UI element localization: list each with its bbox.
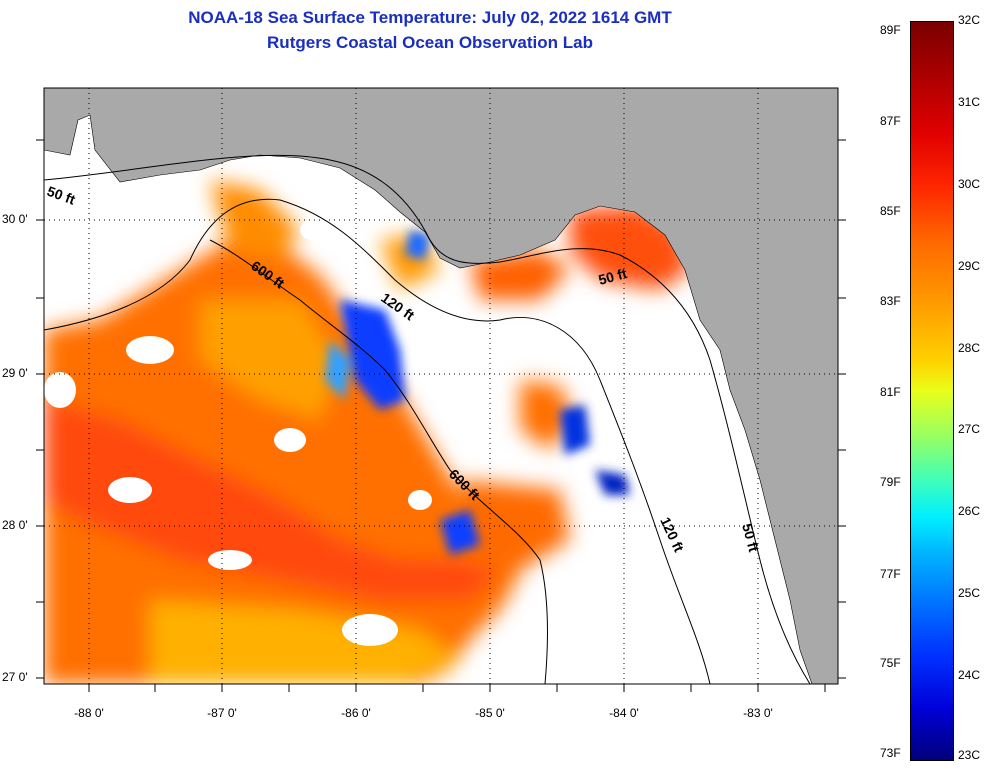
colorbar-f-label: 79F	[880, 475, 901, 489]
lat-tick-label: 28 0'	[2, 518, 28, 532]
colorbar-c-label: 30C	[958, 177, 981, 191]
cloud-gaps	[44, 218, 432, 646]
temperature-colorbar	[910, 21, 954, 761]
colorbar-f-label: 87F	[880, 114, 901, 128]
lat-tick-label: 29 0'	[2, 366, 28, 380]
colorbar-f-label: 75F	[880, 656, 901, 670]
contour-label: 50 ft	[597, 265, 629, 288]
colorbar-c-label: 23C	[958, 748, 981, 762]
lat-tick-label: 27 0'	[2, 670, 28, 684]
colorbar-f-label: 77F	[880, 567, 901, 581]
lon-tick-label: -86 0'	[341, 706, 371, 720]
lon-tick-label: -85 0'	[475, 706, 505, 720]
title-line-1: NOAA-18 Sea Surface Temperature: July 02…	[188, 8, 672, 27]
land	[44, 88, 838, 684]
colorbar-c-label: 27C	[958, 422, 981, 436]
lon-tick-label: -84 0'	[609, 706, 639, 720]
colorbar-c-label: 24C	[958, 668, 981, 682]
colorbar-f-label: 73F	[880, 746, 901, 760]
colorbar-c-label: 31C	[958, 95, 981, 109]
colorbar-f-label: 89F	[880, 23, 901, 37]
map-frame	[43, 87, 839, 685]
colorbar-c-label: 32C	[958, 13, 981, 27]
lon-tick-label: -83 0'	[743, 706, 773, 720]
colorbar-c-label: 26C	[958, 504, 981, 518]
colorbar-c-label: 29C	[958, 259, 981, 273]
colorbar-f-label: 85F	[880, 204, 901, 218]
title-line-2: Rutgers Coastal Ocean Observation Lab	[267, 33, 593, 52]
tick-marks	[36, 139, 846, 692]
depth-contours	[44, 154, 811, 684]
colorbar-c-label: 28C	[958, 341, 981, 355]
lat-tick-label: 30 0'	[2, 212, 28, 226]
lon-tick-label: -87 0'	[207, 706, 237, 720]
colorbar-c-label: 25C	[958, 586, 981, 600]
contour-label: 50 ft	[739, 522, 762, 554]
sst-cool-water	[325, 230, 630, 555]
colorbar-f-label: 83F	[880, 294, 901, 308]
colorbar-f-label: 81F	[880, 385, 901, 399]
lon-tick-label: -88 0'	[74, 706, 104, 720]
